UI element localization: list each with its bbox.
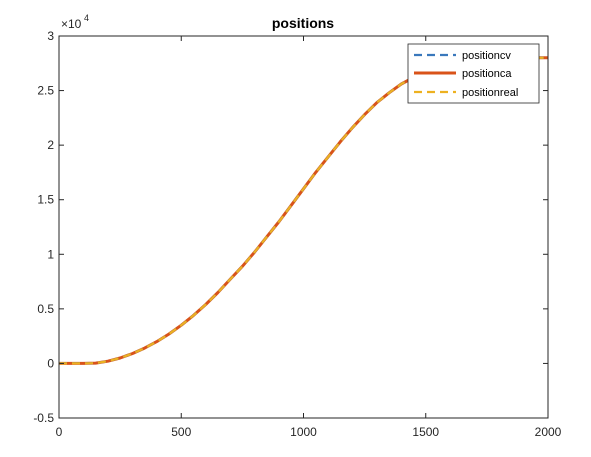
legend[interactable]: positioncv positionca positionreal bbox=[407, 43, 540, 104]
y-multiplier-base: ×10 bbox=[61, 17, 82, 31]
series-layer bbox=[59, 56, 548, 365]
y-tick-label: 2.5 bbox=[37, 84, 54, 98]
series-line-positioncv bbox=[59, 56, 548, 365]
y-tick-label: 1.5 bbox=[37, 193, 54, 207]
y-tick-label: 0.5 bbox=[37, 302, 54, 316]
y-tick-label: -0.5 bbox=[33, 411, 54, 425]
legend-label-positioncv: positioncv bbox=[462, 50, 511, 62]
x-tick-label: 1000 bbox=[290, 425, 317, 439]
y-multiplier-exponent: 4 bbox=[84, 13, 89, 23]
y-tick-label: 0 bbox=[47, 356, 54, 370]
series-line-positionca bbox=[59, 56, 548, 365]
x-tick-label: 1500 bbox=[412, 425, 439, 439]
x-tick-label: 2000 bbox=[535, 425, 562, 439]
legend-label-positionca: positionca bbox=[462, 68, 512, 80]
series-line-positionreal bbox=[59, 56, 548, 365]
legend-label-positionreal: positionreal bbox=[462, 87, 518, 99]
y-tick-label: 3 bbox=[47, 29, 54, 43]
y-multiplier: ×10 4 bbox=[61, 13, 89, 31]
x-tick-label: 500 bbox=[171, 425, 191, 439]
x-tick-label: 0 bbox=[56, 425, 63, 439]
y-tick-label: 2 bbox=[47, 138, 54, 152]
chart-title: positions bbox=[272, 15, 334, 31]
y-tick-label: 1 bbox=[47, 247, 54, 261]
axes-layer: 0 500 1000 1500 2000-0.500.511.522.53 bbox=[33, 29, 561, 439]
